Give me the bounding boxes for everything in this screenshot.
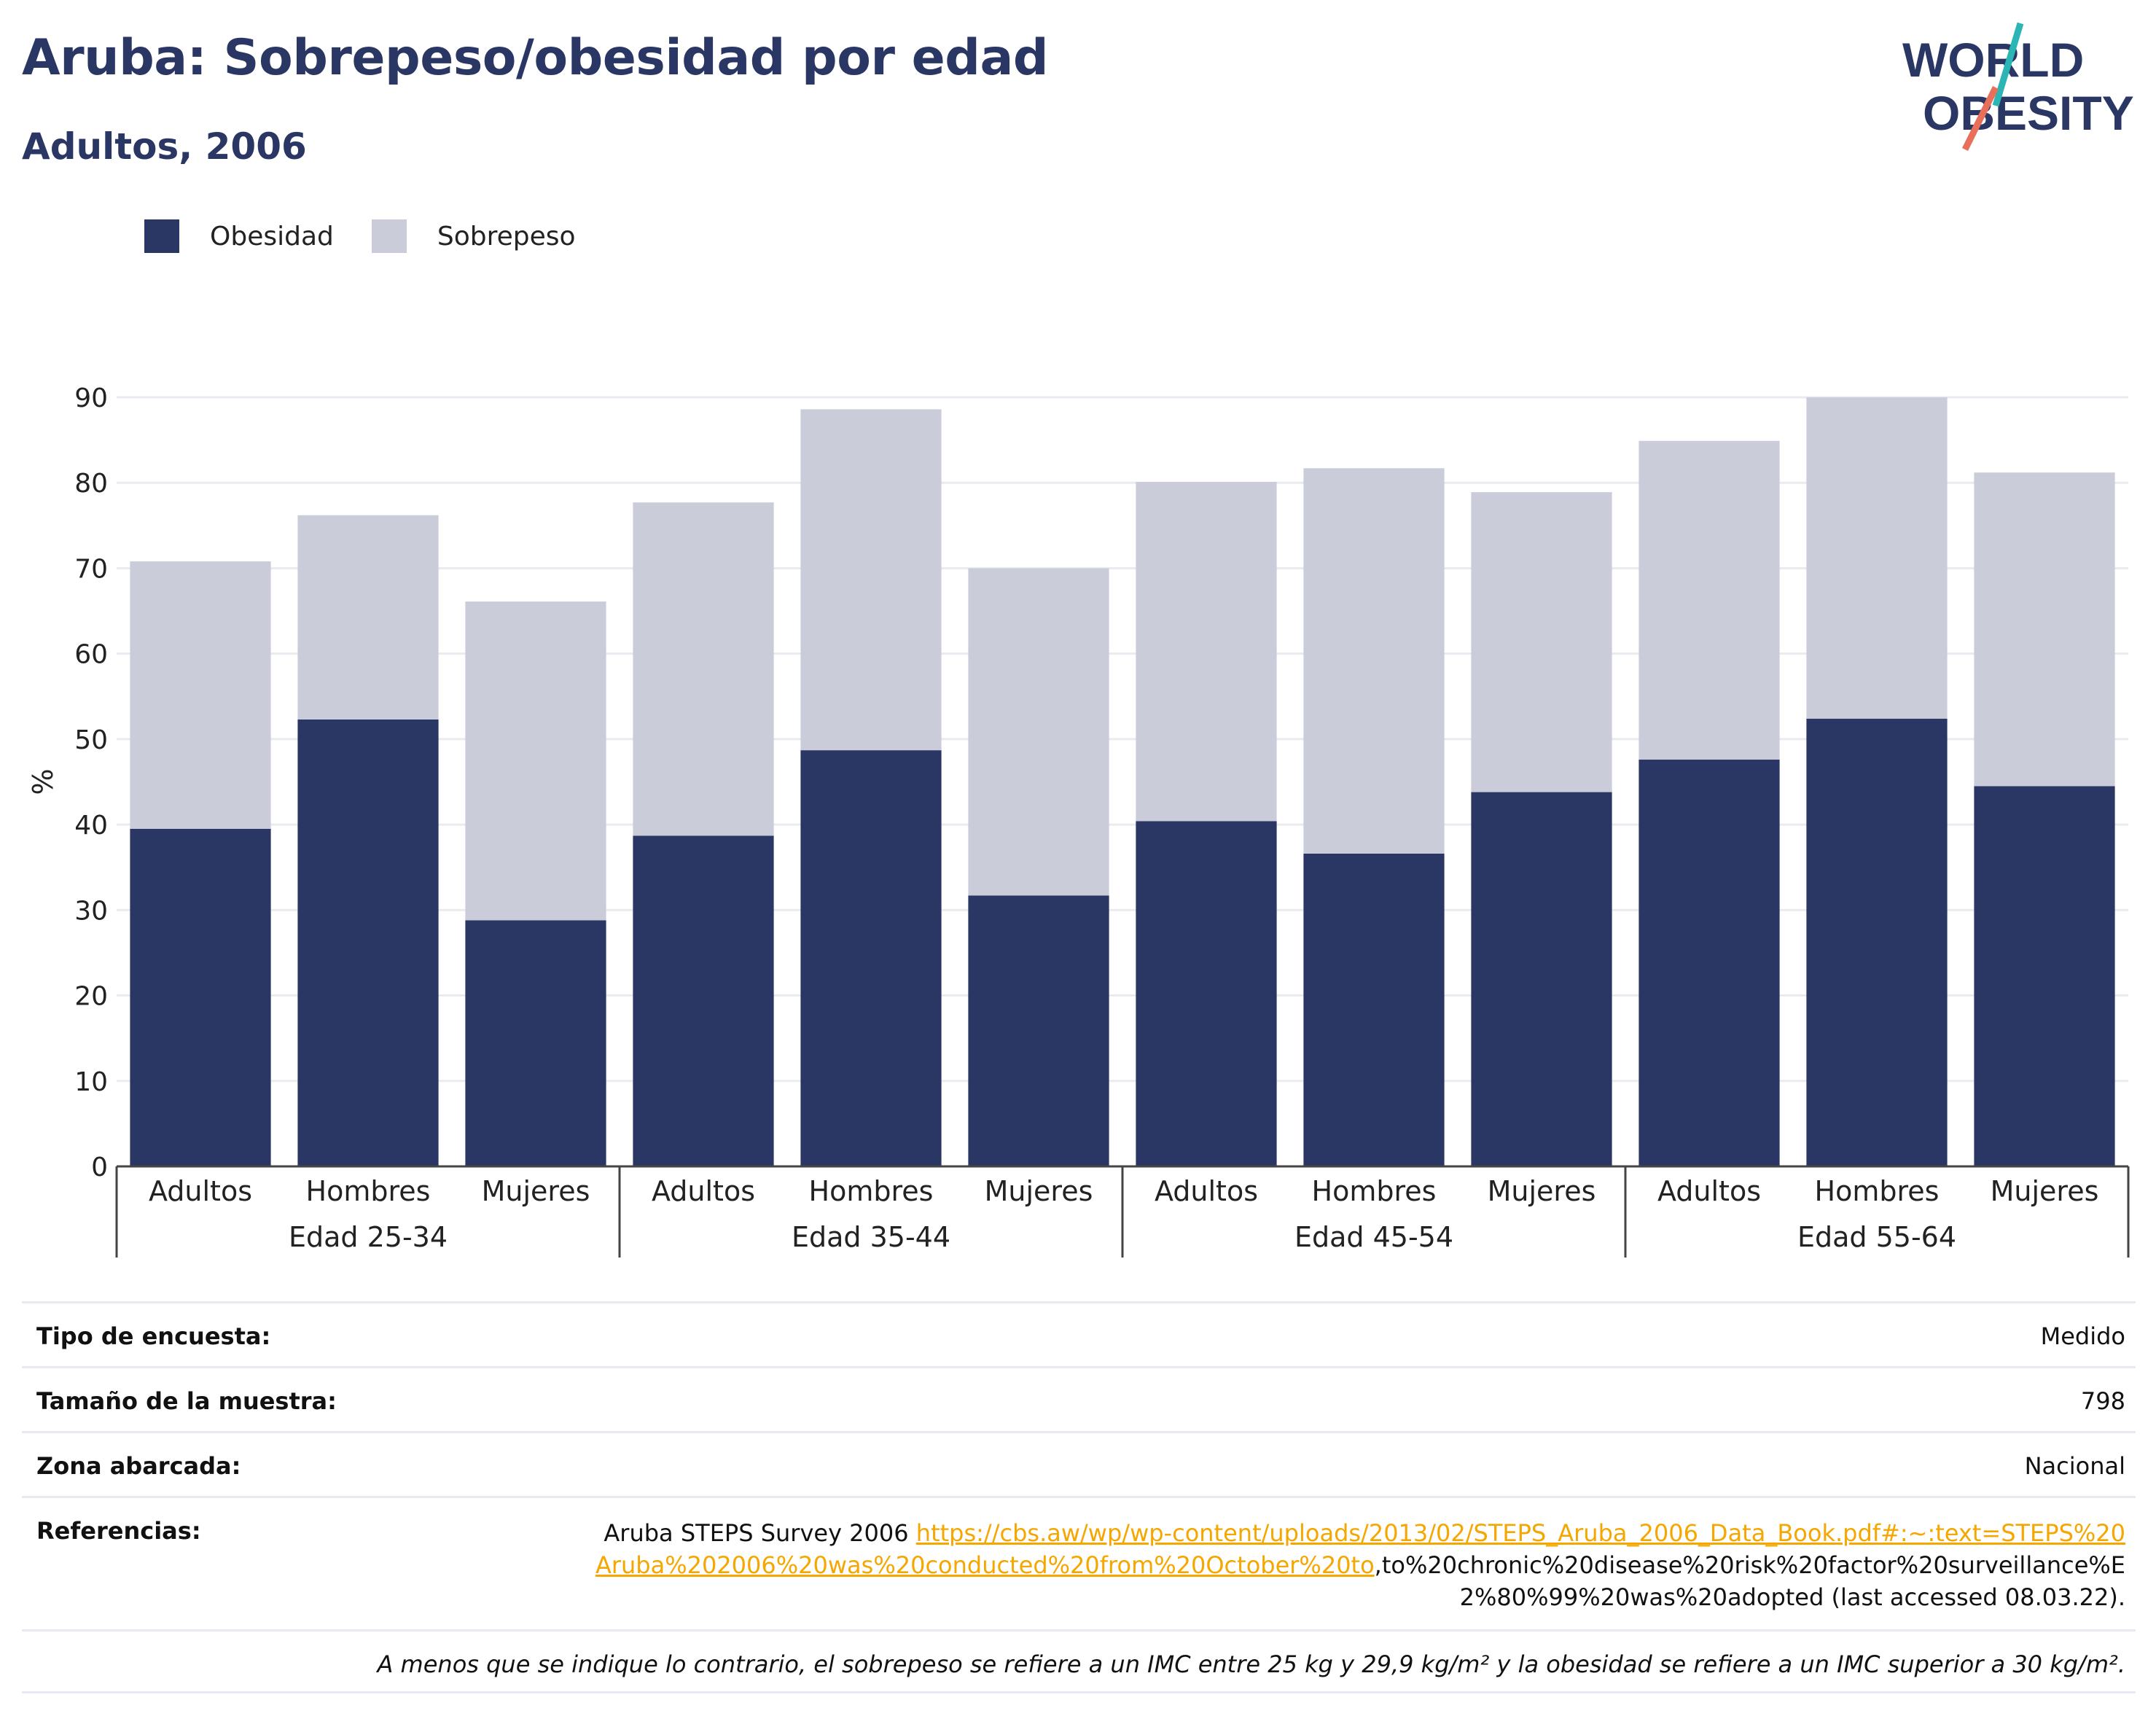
bar-obesidad-5	[968, 895, 1109, 1166]
references-label: Referencias:	[36, 1517, 201, 1545]
y-tick-label: 80	[74, 469, 108, 499]
x-tick-label: Mujeres	[1991, 1175, 2099, 1207]
bar-obesidad-10	[1806, 718, 1948, 1166]
logo-slash-bottom	[1961, 86, 1999, 151]
group-label: Edad 55-64	[1797, 1221, 1956, 1253]
logo-slash-top	[1992, 22, 2024, 107]
bar-obesidad-2	[465, 920, 606, 1166]
chart-subtitle: Adultos, 2006	[22, 125, 307, 168]
x-tick-label: Adultos	[1657, 1175, 1761, 1207]
y-tick-label: 0	[91, 1153, 108, 1182]
bar-sobrepeso-6	[1136, 482, 1277, 822]
logo-line-2: OBESITY	[1923, 86, 2134, 140]
x-tick-label: Hombres	[306, 1175, 431, 1207]
bar-sobrepeso-10	[1806, 397, 1948, 719]
bar-obesidad-0	[130, 828, 271, 1166]
world-obesity-logo: WORLD OBESITY	[1902, 22, 2134, 151]
chart-legend: Obesidad Sobrepeso	[144, 216, 614, 257]
x-tick-label: Mujeres	[482, 1175, 590, 1207]
bar-obesidad-8	[1471, 792, 1612, 1166]
bar-sobrepeso-5	[968, 568, 1109, 896]
y-tick-label: 60	[74, 640, 108, 670]
area-label: Zona abarcada:	[36, 1452, 241, 1480]
group-label: Edad 35-44	[792, 1221, 950, 1253]
y-axis-label: %	[27, 768, 59, 795]
area-value: Nacional	[2024, 1452, 2125, 1480]
bar-obesidad-11	[1974, 786, 2115, 1166]
y-tick-label: 50	[74, 725, 108, 755]
x-tick-label: Adultos	[652, 1175, 755, 1207]
bar-sobrepeso-1	[297, 515, 439, 720]
y-tick-label: 30	[74, 896, 108, 926]
bar-obesidad-4	[800, 750, 942, 1166]
info-row-survey-type: Tipo de encuesta: Medido	[22, 1301, 2136, 1366]
references-link[interactable]: https://cbs.aw/wp/wp-content/uploads/201…	[595, 1519, 2125, 1579]
references-prefix: Aruba STEPS Survey 2006	[604, 1519, 916, 1547]
x-tick-label: Mujeres	[985, 1175, 1093, 1207]
group-label: Edad 45-54	[1294, 1221, 1453, 1253]
bar-obesidad-3	[633, 835, 774, 1166]
group-label: Edad 25-34	[289, 1221, 448, 1253]
survey-type-value: Medido	[2040, 1322, 2125, 1350]
bar-sobrepeso-8	[1471, 492, 1612, 792]
x-tick-label: Adultos	[1155, 1175, 1258, 1207]
y-tick-label: 40	[74, 811, 108, 841]
y-tick-label: 20	[74, 982, 108, 1012]
survey-info-table: Tipo de encuesta: Medido Tamaño de la mu…	[22, 1301, 2136, 1693]
info-row-sample-size: Tamaño de la muestra: 798	[22, 1366, 2136, 1431]
legend-label-sobrepeso: Sobrepeso	[437, 221, 576, 252]
bar-sobrepeso-7	[1303, 468, 1445, 854]
x-tick-label: Hombres	[809, 1175, 934, 1207]
sample-size-label: Tamaño de la muestra:	[36, 1387, 337, 1415]
info-row-references: Referencias: Aruba STEPS Survey 2006 htt…	[22, 1496, 2136, 1629]
legend-swatch-sobrepeso	[371, 219, 407, 253]
bar-obesidad-9	[1639, 760, 1780, 1166]
bar-sobrepeso-9	[1639, 440, 1780, 760]
y-tick-label: 90	[74, 383, 108, 413]
legend-item-obesidad[interactable]: Obesidad	[144, 219, 334, 253]
bar-sobrepeso-0	[130, 561, 271, 829]
bar-obesidad-7	[1303, 853, 1445, 1166]
sample-size-value: 798	[2080, 1387, 2125, 1415]
bar-sobrepeso-4	[800, 409, 942, 751]
stacked-bar-chart: 0 10 20 30 40 50 60 70 80 90% Adultos Hombres Mujere…	[27, 383, 2130, 1258]
x-tick-label: Adultos	[149, 1175, 252, 1207]
bar-sobrepeso-11	[1974, 472, 2115, 787]
references-value: Aruba STEPS Survey 2006 https://cbs.aw/w…	[595, 1517, 2125, 1613]
bar-obesidad-1	[297, 719, 439, 1166]
y-tick-label: 10	[74, 1067, 108, 1097]
definition-note: A menos que se indique lo contrario, el …	[22, 1629, 2136, 1693]
chart-title: Aruba: Sobrepeso/obesidad por edad	[22, 29, 1049, 87]
references-suffix: ,to%20chronic%20disease%20risk%20factor%…	[1374, 1551, 2125, 1611]
bar-obesidad-6	[1136, 821, 1277, 1166]
bar-sobrepeso-3	[633, 502, 774, 836]
x-tick-label: Mujeres	[1488, 1175, 1596, 1207]
x-tick-label: Hombres	[1815, 1175, 1940, 1207]
bar-sobrepeso-2	[465, 601, 606, 921]
y-tick-label: 70	[74, 554, 108, 584]
logo-line-1: WORLD	[1902, 33, 2084, 87]
info-row-area: Zona abarcada: Nacional	[22, 1431, 2136, 1496]
legend-swatch-obesidad	[144, 219, 179, 253]
legend-label-obesidad: Obesidad	[210, 221, 334, 252]
x-tick-label: Hombres	[1312, 1175, 1437, 1207]
legend-item-sobrepeso[interactable]: Sobrepeso	[371, 219, 576, 253]
survey-type-label: Tipo de encuesta:	[36, 1322, 271, 1350]
